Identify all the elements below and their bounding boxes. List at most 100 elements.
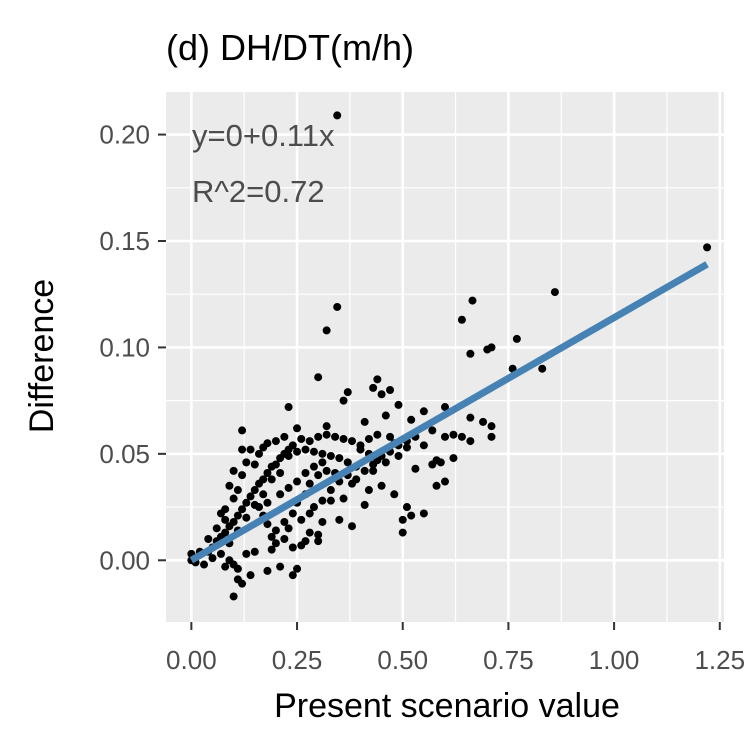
- data-point: [267, 545, 276, 554]
- data-point: [343, 388, 352, 397]
- data-point: [377, 390, 386, 399]
- y-axis-ticks: 0.00 0.05 0.10 0.15 0.20: [99, 120, 166, 575]
- data-point: [263, 566, 272, 575]
- data-point: [339, 494, 348, 503]
- data-point: [301, 445, 310, 454]
- data-point: [288, 509, 297, 518]
- data-point: [309, 447, 318, 456]
- data-point: [238, 505, 247, 514]
- regression-line: [189, 261, 709, 564]
- data-point: [407, 415, 416, 424]
- data-point: [538, 364, 547, 373]
- data-point: [284, 483, 293, 492]
- data-point: [335, 454, 344, 463]
- data-point: [449, 454, 458, 463]
- data-point: [343, 458, 352, 467]
- data-point: [293, 447, 302, 456]
- data-point: [225, 556, 234, 565]
- data-point: [221, 562, 230, 571]
- data-point: [229, 466, 238, 475]
- data-point: [457, 315, 466, 324]
- data-point: [225, 481, 234, 490]
- data-point: [360, 417, 369, 426]
- data-point: [356, 441, 365, 450]
- plot-panel: [166, 92, 724, 622]
- data-point: [250, 460, 259, 469]
- data-point: [322, 466, 331, 475]
- data-point: [487, 422, 496, 431]
- data-point: [369, 466, 378, 475]
- data-point: [314, 530, 323, 539]
- data-point: [255, 503, 263, 512]
- data-point: [271, 539, 280, 548]
- data-point: [288, 441, 297, 450]
- data-point: [259, 490, 268, 499]
- data-point: [238, 445, 247, 454]
- data-point: [318, 496, 327, 505]
- data-point: [449, 430, 458, 439]
- data-point: [271, 526, 280, 535]
- data-point: [314, 537, 323, 546]
- data-point: [246, 492, 255, 501]
- data-point: [293, 564, 302, 573]
- data-point: [297, 515, 306, 524]
- data-point: [233, 511, 242, 520]
- data-point: [229, 517, 238, 526]
- data-point: [238, 426, 247, 435]
- r-squared-label: R^2=0.72: [192, 174, 325, 209]
- data-point: [288, 543, 297, 552]
- data-point: [436, 458, 445, 467]
- y-tick-label: 0.05: [99, 439, 150, 469]
- data-point: [216, 549, 225, 558]
- data-point: [221, 528, 230, 537]
- data-point: [309, 462, 318, 471]
- x-tick-label: 0.75: [483, 645, 534, 675]
- data-point: [242, 498, 251, 507]
- data-point: [259, 443, 268, 452]
- data-point: [339, 396, 348, 405]
- data-point: [204, 534, 213, 543]
- data-point: [377, 481, 386, 490]
- data-point: [322, 430, 331, 439]
- data-point: [293, 424, 302, 433]
- data-point: [326, 486, 335, 495]
- data-point: [250, 547, 259, 556]
- x-tick-label: 0.25: [272, 645, 323, 675]
- data-point: [297, 541, 306, 550]
- x-tick-label: 1.00: [589, 645, 640, 675]
- data-point: [314, 471, 323, 480]
- data-point: [276, 490, 285, 499]
- data-point: [326, 496, 335, 505]
- data-point: [331, 432, 340, 441]
- grid-major: [166, 92, 724, 622]
- x-axis-ticks: 0.00 0.25 0.50 0.75 1.00 1.25: [166, 622, 745, 675]
- data-point: [550, 288, 559, 297]
- data-point: [314, 373, 323, 382]
- data-point: [348, 522, 356, 531]
- data-point: [284, 524, 293, 533]
- data-point: [402, 503, 411, 512]
- data-point: [386, 385, 395, 394]
- data-point: [238, 471, 247, 480]
- data-point: [229, 592, 238, 601]
- data-point: [267, 532, 276, 541]
- data-point: [305, 509, 314, 518]
- data-point: [263, 469, 272, 478]
- data-point: [255, 449, 263, 458]
- data-point: [246, 445, 255, 454]
- data-point: [398, 528, 407, 537]
- data-point: [479, 417, 488, 426]
- data-point: [339, 434, 348, 443]
- data-point: [309, 503, 318, 512]
- data-point: [360, 500, 369, 509]
- data-point: [373, 375, 382, 384]
- data-point: [280, 534, 289, 543]
- data-point: [512, 334, 521, 343]
- y-tick-label: 0.20: [99, 120, 150, 150]
- data-point: [305, 479, 314, 488]
- data-point: [263, 520, 272, 529]
- data-point: [238, 579, 247, 588]
- data-point: [314, 432, 323, 441]
- data-point: [373, 430, 382, 439]
